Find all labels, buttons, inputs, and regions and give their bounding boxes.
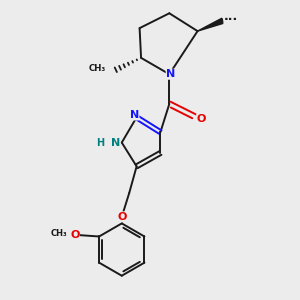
Text: O: O [197,114,206,124]
Polygon shape [198,18,224,31]
Text: N: N [130,110,139,120]
Text: O: O [117,212,127,222]
Text: N: N [166,69,176,79]
Text: N: N [111,138,120,148]
Text: ···: ··· [224,13,238,26]
Text: CH₃: CH₃ [51,229,68,238]
Text: O: O [70,230,80,240]
Text: H: H [96,138,104,148]
Text: CH₃: CH₃ [89,64,106,73]
